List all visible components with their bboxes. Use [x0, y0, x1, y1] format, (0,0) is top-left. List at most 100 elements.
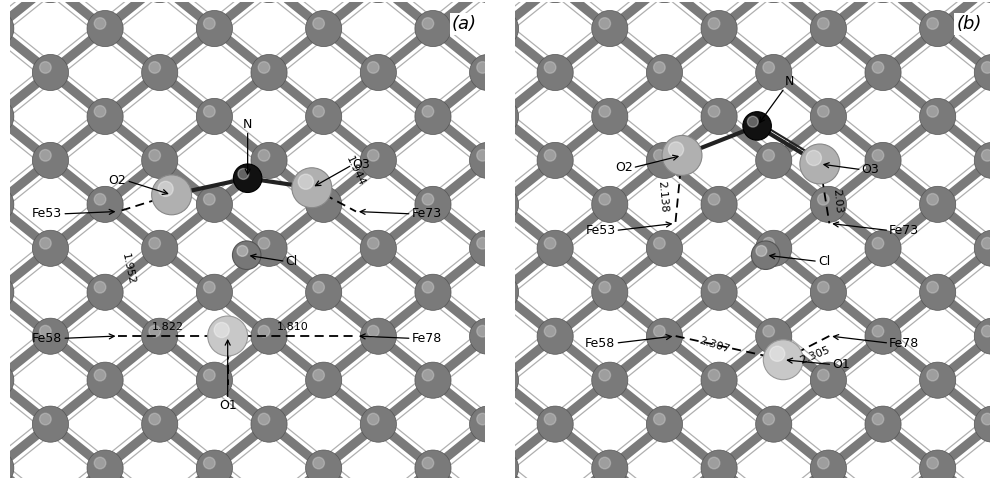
- Circle shape: [415, 186, 451, 222]
- Circle shape: [920, 450, 956, 480]
- Circle shape: [87, 186, 123, 222]
- Text: Fe58: Fe58: [585, 336, 615, 349]
- Circle shape: [818, 193, 829, 205]
- Circle shape: [747, 116, 758, 127]
- Circle shape: [208, 316, 248, 356]
- Circle shape: [313, 18, 324, 29]
- Circle shape: [32, 143, 68, 179]
- Circle shape: [592, 362, 628, 398]
- Circle shape: [470, 0, 506, 2]
- Circle shape: [470, 406, 506, 442]
- Circle shape: [251, 54, 287, 91]
- Circle shape: [865, 143, 901, 179]
- Circle shape: [592, 186, 628, 222]
- Circle shape: [32, 54, 68, 91]
- Circle shape: [0, 186, 14, 222]
- Circle shape: [646, 406, 682, 442]
- Circle shape: [490, 369, 501, 381]
- Circle shape: [865, 406, 901, 442]
- Circle shape: [158, 181, 173, 196]
- Circle shape: [415, 274, 451, 311]
- Circle shape: [756, 143, 792, 179]
- Circle shape: [872, 413, 884, 425]
- Circle shape: [482, 274, 519, 311]
- Circle shape: [142, 318, 178, 354]
- Circle shape: [920, 11, 956, 47]
- Text: 1.952: 1.952: [120, 253, 136, 286]
- Circle shape: [204, 106, 215, 117]
- Circle shape: [40, 150, 51, 161]
- Circle shape: [415, 362, 451, 398]
- Circle shape: [708, 18, 720, 29]
- Circle shape: [477, 325, 488, 337]
- Circle shape: [927, 457, 938, 469]
- Text: (b): (b): [956, 15, 982, 33]
- Circle shape: [251, 318, 287, 354]
- Circle shape: [770, 346, 785, 361]
- Circle shape: [251, 406, 287, 442]
- Circle shape: [654, 325, 665, 337]
- Text: Fe78: Fe78: [412, 332, 442, 345]
- Circle shape: [360, 143, 396, 179]
- Circle shape: [32, 230, 68, 266]
- Circle shape: [708, 193, 720, 205]
- Text: 1.810: 1.810: [276, 323, 308, 333]
- Text: N: N: [785, 75, 794, 88]
- Circle shape: [810, 274, 846, 311]
- Circle shape: [810, 186, 846, 222]
- Text: Cl: Cl: [286, 255, 298, 268]
- Circle shape: [756, 0, 792, 2]
- Circle shape: [701, 186, 737, 222]
- Circle shape: [477, 413, 488, 425]
- Circle shape: [544, 150, 556, 161]
- Circle shape: [872, 61, 884, 73]
- Circle shape: [258, 238, 270, 249]
- Circle shape: [94, 369, 106, 381]
- Circle shape: [149, 61, 160, 73]
- Circle shape: [360, 0, 396, 2]
- Circle shape: [668, 142, 684, 157]
- Circle shape: [238, 168, 249, 180]
- Text: 2.138: 2.138: [656, 180, 668, 213]
- Circle shape: [701, 450, 737, 480]
- Circle shape: [415, 450, 451, 480]
- Text: N: N: [243, 118, 252, 131]
- Circle shape: [367, 238, 379, 249]
- Text: O3: O3: [862, 163, 879, 176]
- Circle shape: [32, 406, 68, 442]
- Circle shape: [974, 54, 1000, 91]
- Circle shape: [32, 318, 68, 354]
- Circle shape: [87, 450, 123, 480]
- Circle shape: [313, 457, 324, 469]
- Circle shape: [490, 193, 501, 205]
- Circle shape: [654, 413, 665, 425]
- Circle shape: [87, 11, 123, 47]
- Circle shape: [306, 450, 342, 480]
- Circle shape: [865, 230, 901, 266]
- Text: 1.944: 1.944: [344, 155, 366, 188]
- Text: O1: O1: [832, 358, 850, 371]
- Circle shape: [592, 274, 628, 311]
- Circle shape: [482, 186, 519, 222]
- Circle shape: [422, 281, 434, 293]
- Circle shape: [599, 193, 611, 205]
- Circle shape: [142, 0, 178, 2]
- Circle shape: [360, 318, 396, 354]
- Circle shape: [87, 98, 123, 134]
- Circle shape: [490, 106, 501, 117]
- Circle shape: [701, 98, 737, 134]
- Circle shape: [0, 274, 14, 311]
- Circle shape: [806, 150, 821, 166]
- Circle shape: [927, 193, 938, 205]
- Circle shape: [865, 54, 901, 91]
- Circle shape: [599, 369, 611, 381]
- Circle shape: [142, 54, 178, 91]
- Circle shape: [708, 106, 720, 117]
- Circle shape: [800, 144, 840, 184]
- Circle shape: [204, 369, 215, 381]
- Circle shape: [360, 230, 396, 266]
- Circle shape: [544, 61, 556, 73]
- Circle shape: [981, 61, 993, 73]
- Circle shape: [204, 281, 215, 293]
- Circle shape: [810, 362, 846, 398]
